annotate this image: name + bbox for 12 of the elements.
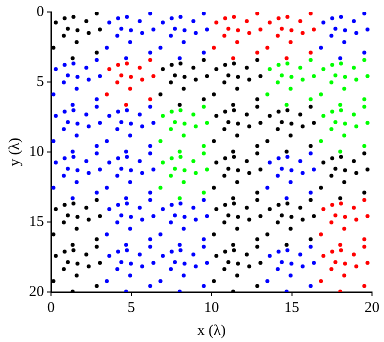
y-tick-label: 10	[29, 144, 44, 160]
x-tick-label: 5	[128, 300, 135, 316]
y-tick-label: 20	[29, 284, 44, 300]
x-tick-label: 0	[47, 300, 55, 316]
x-tick-label: 15	[284, 300, 300, 316]
x-tick-label: 10	[204, 300, 219, 316]
x-tick-label: 20	[364, 300, 380, 316]
y-axis-title: y (λ)	[6, 138, 23, 166]
x-axis-title: x (λ)	[197, 322, 226, 339]
y-tick-label: 5	[36, 74, 44, 90]
y-tick-label: 15	[29, 214, 44, 230]
y-tick-label: 0	[36, 4, 44, 20]
